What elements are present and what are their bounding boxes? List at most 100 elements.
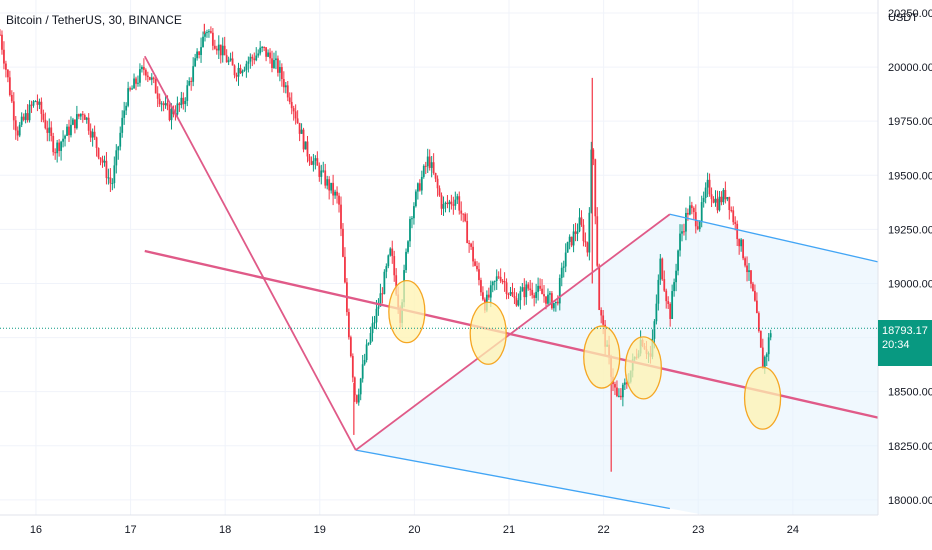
candle-body (255, 55, 258, 61)
candle-body (271, 58, 273, 69)
candle-body (592, 149, 595, 160)
candle-body (578, 217, 581, 232)
candle-body (70, 124, 72, 136)
candle-body (328, 179, 331, 191)
candle-body (726, 197, 729, 200)
candle-body (655, 303, 658, 322)
candle-body (489, 285, 492, 298)
candle-body (663, 279, 666, 291)
candle-body (414, 191, 417, 207)
candle-body (54, 152, 57, 154)
candle-body (40, 101, 43, 114)
candle-body (223, 45, 226, 56)
candle-body (700, 202, 703, 222)
candle-body (233, 65, 236, 76)
candle-body (468, 243, 471, 245)
candle-body (314, 158, 317, 161)
candle-body (438, 188, 441, 196)
candle-body (377, 306, 380, 309)
candle-body (24, 113, 27, 120)
candle-body (659, 258, 662, 280)
candle-body (470, 243, 472, 247)
marker-circle (743, 366, 782, 430)
candle-body (95, 137, 98, 149)
candle-body (515, 298, 518, 306)
candle-body (422, 165, 425, 177)
candle-body (507, 294, 510, 296)
candle-body (257, 53, 260, 56)
candle-body (66, 126, 68, 136)
candle-body (160, 103, 163, 105)
candle-body (706, 179, 709, 188)
candle-body (474, 261, 476, 266)
candle-body (551, 293, 553, 309)
candle-body (509, 292, 512, 295)
candle-body (68, 126, 70, 136)
candle-body (708, 179, 711, 195)
marker-circle (469, 301, 507, 365)
candle-body (616, 387, 618, 397)
candle-body (129, 88, 131, 90)
candle-body (750, 270, 752, 284)
candle-body (452, 204, 455, 206)
candle-body (125, 105, 128, 111)
candle-body (269, 52, 271, 59)
candle-body (558, 278, 561, 304)
candle-body (580, 217, 583, 225)
candle-body (621, 384, 624, 398)
candle-body (552, 303, 555, 309)
candle-body (363, 360, 366, 365)
candle-body (38, 101, 41, 105)
candle-body (683, 231, 685, 233)
candle-body (420, 176, 423, 191)
candle-body (133, 78, 135, 89)
candle-body (127, 88, 130, 106)
candle-body (389, 248, 392, 256)
candle-body (20, 116, 23, 125)
candle-body (590, 149, 593, 213)
candle-body (210, 31, 212, 33)
candle-body (769, 333, 772, 338)
candle-body (442, 204, 445, 209)
candle-body (602, 315, 605, 325)
candle-body (221, 45, 224, 56)
candle-body (77, 114, 80, 117)
candle-body (430, 162, 433, 168)
candle-body (247, 61, 250, 64)
candle-body (229, 58, 232, 61)
candle-body (93, 131, 96, 138)
candle-body (393, 256, 396, 276)
candle-body (497, 276, 500, 278)
candle-body (204, 32, 206, 37)
candle-body (692, 208, 695, 213)
candle-body (503, 281, 506, 283)
candle-body (387, 255, 390, 267)
candle-body (426, 156, 429, 167)
candle-body (513, 296, 516, 299)
candle-body (367, 342, 370, 345)
candle-body (190, 80, 193, 82)
candle-body (310, 161, 313, 165)
candle-body (123, 110, 126, 118)
candle-body (541, 288, 543, 295)
candle-body (519, 291, 522, 301)
candle-body (702, 197, 705, 203)
candle-body (186, 85, 189, 101)
candle-body (570, 236, 573, 246)
candle-body (379, 293, 382, 307)
candle-body (625, 382, 628, 384)
candle-body (736, 223, 739, 240)
candle-body (251, 56, 254, 59)
candle-body (523, 287, 526, 298)
candle-body (46, 128, 49, 133)
candle-body (338, 195, 340, 205)
candle-body (290, 101, 293, 109)
candle-body (355, 395, 358, 403)
candle-body (564, 252, 567, 267)
candle-body (164, 103, 167, 106)
candle-body (215, 48, 218, 51)
candle-body (267, 52, 269, 57)
candle-body (480, 280, 482, 293)
